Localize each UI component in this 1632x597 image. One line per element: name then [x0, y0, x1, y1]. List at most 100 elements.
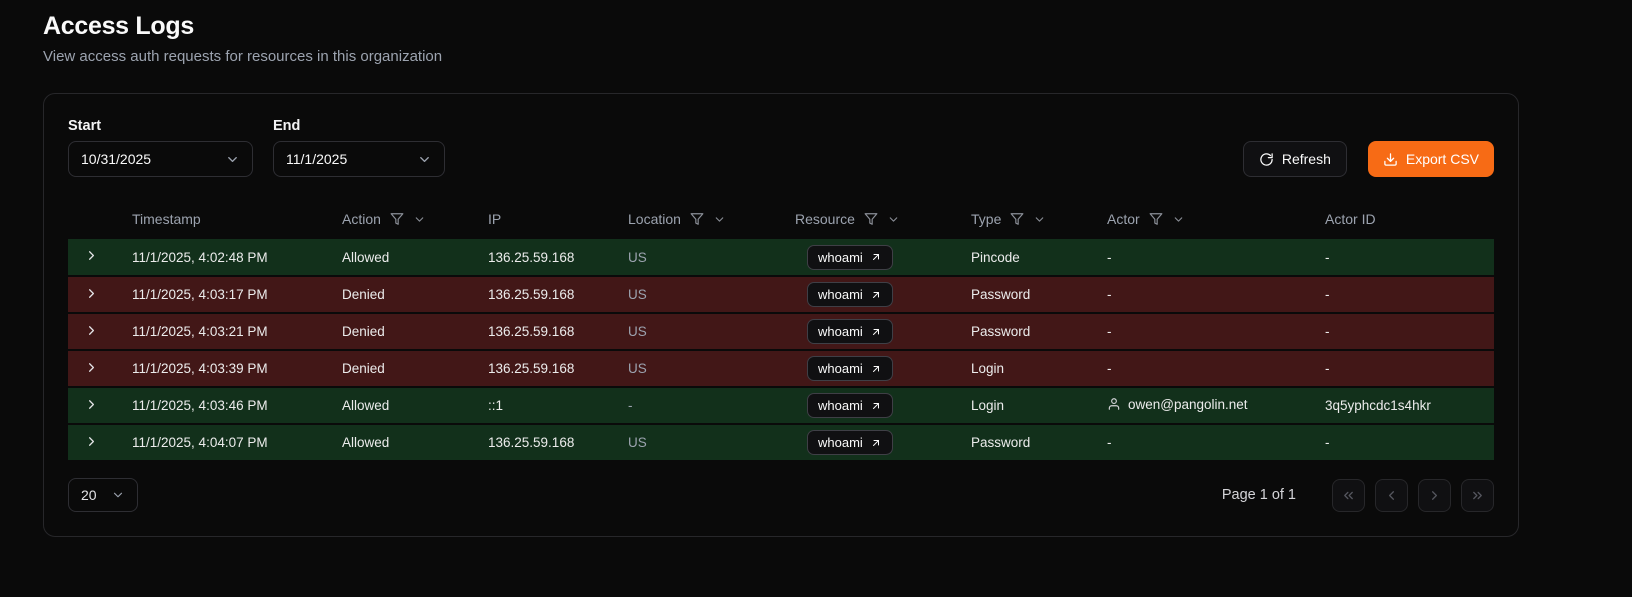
user-icon — [1107, 397, 1121, 411]
expander-cell — [68, 424, 116, 462]
type-cell: Password — [955, 313, 1091, 351]
resource-cell: whoami — [779, 424, 955, 462]
resource-link[interactable]: whoami — [807, 356, 893, 381]
actor-id-cell: - — [1309, 276, 1494, 314]
resource-link[interactable]: whoami — [807, 319, 893, 344]
page-size-select[interactable]: 20 — [68, 478, 138, 512]
start-date-group: Start 10/31/2025 — [68, 118, 253, 177]
resource-cell: whoami — [779, 387, 955, 425]
resource-link[interactable]: whoami — [807, 430, 893, 455]
external-link-icon — [870, 400, 882, 412]
end-date-select[interactable]: 11/1/2025 — [273, 141, 445, 177]
chevron-down-icon[interactable] — [413, 213, 426, 226]
pagination-controls: Page 1 of 1 — [1222, 478, 1494, 512]
chevron-down-icon[interactable] — [887, 213, 900, 226]
chevron-right-icon — [84, 323, 99, 338]
location-cell: US — [612, 276, 779, 314]
chevron-right-icon — [84, 248, 99, 263]
expand-row-button[interactable] — [84, 286, 99, 301]
end-date-label: End — [273, 118, 301, 134]
first-page-button[interactable] — [1332, 478, 1365, 512]
chevron-down-icon[interactable] — [1172, 213, 1185, 226]
page-subtitle: View access auth requests for resources … — [43, 48, 443, 65]
resource-name: whoami — [818, 435, 863, 450]
actor-value: - — [1107, 249, 1112, 265]
toolbar: Refresh Export CSV — [1242, 141, 1494, 177]
actor-value: owen@pangolin.net — [1128, 396, 1248, 412]
actor-id-cell: 3q5yphcdc1s4hkr — [1309, 387, 1494, 425]
filter-icon[interactable] — [390, 212, 404, 226]
filter-icon[interactable] — [1010, 212, 1024, 226]
filter-icon[interactable] — [864, 212, 878, 226]
actor-cell: - — [1091, 424, 1309, 462]
export-csv-button[interactable]: Export CSV — [1367, 141, 1494, 177]
chevron-down-icon — [417, 152, 432, 167]
chevron-right-icon — [84, 397, 99, 412]
actor-cell: owen@pangolin.net — [1091, 387, 1309, 425]
access-logs-page: Access Logs View access auth requests fo… — [43, 12, 1519, 537]
table-row[interactable]: 11/1/2025, 4:03:17 PM Denied 136.25.59.1… — [68, 276, 1494, 314]
table-row[interactable]: 11/1/2025, 4:03:46 PM Allowed ::1 - whoa… — [68, 387, 1494, 425]
previous-page-button[interactable] — [1375, 478, 1408, 512]
type-cell: Login — [955, 387, 1091, 425]
column-label: Resource — [795, 211, 855, 227]
last-page-button[interactable] — [1461, 478, 1494, 512]
column-label: Actor ID — [1325, 211, 1376, 227]
column-label: Type — [971, 211, 1002, 227]
start-date-select[interactable]: 10/31/2025 — [68, 141, 253, 177]
expander-cell — [68, 276, 116, 314]
location-cell: US — [612, 313, 779, 351]
external-link-icon — [870, 326, 882, 338]
actor-cell: - — [1091, 276, 1309, 314]
chevron-down-icon[interactable] — [713, 213, 726, 226]
type-cell: Login — [955, 350, 1091, 388]
expander-cell — [68, 313, 116, 351]
chevron-down-icon[interactable] — [1033, 213, 1046, 226]
actor-id-cell: - — [1309, 239, 1494, 277]
filter-icon[interactable] — [1149, 212, 1163, 226]
table-footer: 20 Page 1 of 1 — [68, 478, 1494, 512]
table-row[interactable]: 11/1/2025, 4:02:48 PM Allowed 136.25.59.… — [68, 239, 1494, 277]
expand-row-button[interactable] — [84, 323, 99, 338]
expander-column-header — [68, 199, 116, 239]
table-row[interactable]: 11/1/2025, 4:04:07 PM Allowed 136.25.59.… — [68, 424, 1494, 462]
next-page-button[interactable] — [1418, 478, 1451, 512]
resource-link[interactable]: whoami — [807, 393, 893, 418]
expand-row-button[interactable] — [84, 434, 99, 449]
ip-cell: 136.25.59.168 — [472, 350, 612, 388]
type-cell: Password — [955, 424, 1091, 462]
timestamp-cell: 11/1/2025, 4:04:07 PM — [116, 424, 326, 462]
expander-cell — [68, 350, 116, 388]
last-page-icon — [1470, 488, 1485, 503]
expand-row-button[interactable] — [84, 397, 99, 412]
action-cell: Denied — [326, 276, 472, 314]
column-label: Actor — [1107, 211, 1140, 227]
table-row[interactable]: 11/1/2025, 4:03:21 PM Denied 136.25.59.1… — [68, 313, 1494, 351]
chevron-right-icon — [84, 286, 99, 301]
column-header-actor-id: Actor ID — [1309, 199, 1494, 239]
resource-cell: whoami — [779, 276, 955, 314]
prev-page-icon — [1384, 488, 1399, 503]
ip-cell: ::1 — [472, 387, 612, 425]
expander-cell — [68, 239, 116, 277]
resource-name: whoami — [818, 324, 863, 339]
actor-value: - — [1107, 324, 1112, 339]
timestamp-cell: 11/1/2025, 4:03:46 PM — [116, 387, 326, 425]
refresh-button[interactable]: Refresh — [1242, 141, 1347, 177]
resource-link[interactable]: whoami — [807, 282, 893, 307]
column-header-type: Type — [955, 199, 1091, 239]
location-cell: - — [612, 387, 779, 425]
filter-icon[interactable] — [690, 212, 704, 226]
table-row[interactable]: 11/1/2025, 4:03:39 PM Denied 136.25.59.1… — [68, 350, 1494, 388]
resource-link[interactable]: whoami — [807, 244, 893, 270]
expand-row-button[interactable] — [84, 248, 99, 263]
ip-cell: 136.25.59.168 — [472, 276, 612, 314]
ip-cell: 136.25.59.168 — [472, 239, 612, 277]
actor-value: - — [1107, 287, 1112, 302]
actor-cell: - — [1091, 239, 1309, 277]
page-size-value: 20 — [81, 487, 97, 503]
resource-name: whoami — [818, 249, 863, 265]
controls-row: Start 10/31/2025 End 11/1/2025 — [68, 118, 1494, 177]
access-logs-card: Start 10/31/2025 End 11/1/2025 — [43, 93, 1519, 537]
expand-row-button[interactable] — [84, 360, 99, 375]
